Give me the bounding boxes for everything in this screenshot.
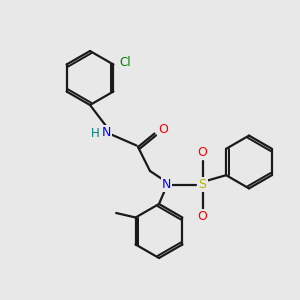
Text: H: H bbox=[91, 127, 100, 140]
Text: N: N bbox=[102, 125, 111, 139]
Text: S: S bbox=[199, 178, 206, 191]
Text: O: O bbox=[198, 146, 207, 159]
Text: O: O bbox=[158, 123, 168, 136]
Text: Cl: Cl bbox=[119, 56, 130, 70]
Text: O: O bbox=[198, 210, 207, 224]
Text: N: N bbox=[162, 178, 171, 191]
